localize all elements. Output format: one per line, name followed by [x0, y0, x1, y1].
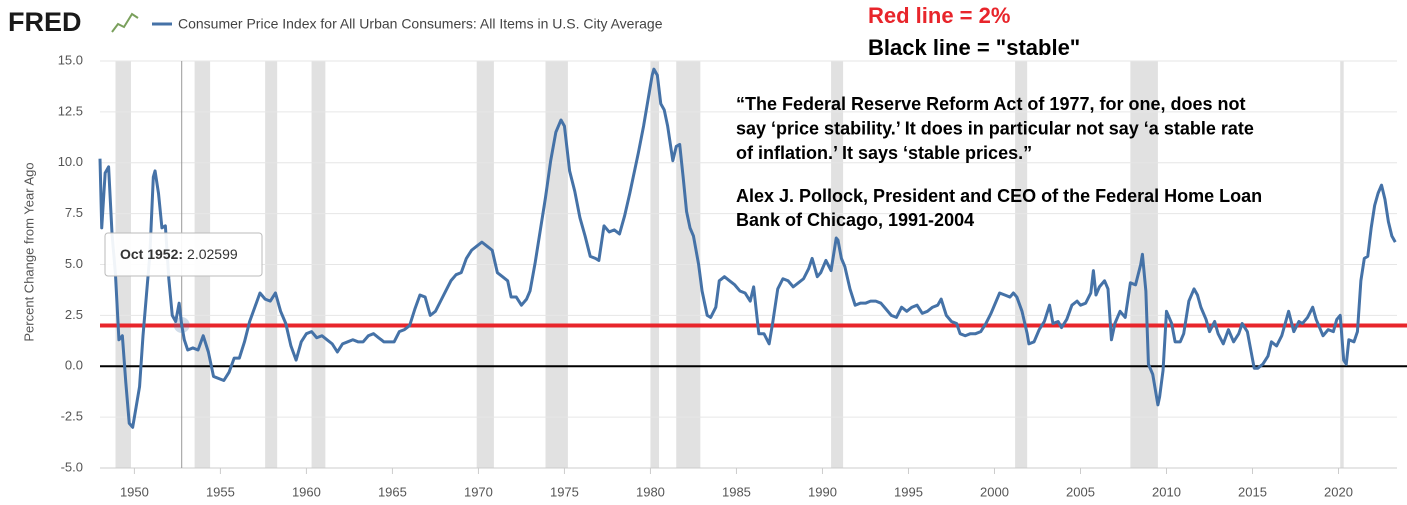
attribution-line: Alex J. Pollock, President and CEO of th… [736, 186, 1262, 206]
x-tick-label: 2005 [1066, 484, 1095, 499]
tooltip-value: 2.02599 [187, 246, 238, 262]
y-axis-label: Percent Change from Year Ago [21, 162, 36, 341]
x-tick-label: 1975 [550, 484, 579, 499]
y-tick-label: -2.5 [61, 409, 83, 424]
x-tick-label: 1960 [292, 484, 321, 499]
x-tick-label: 1955 [206, 484, 235, 499]
x-tick-label: 2010 [1152, 484, 1181, 499]
y-tick-label: 12.5 [58, 103, 83, 118]
tooltip-label: Oct 1952: [120, 246, 183, 262]
logo: FRED [8, 7, 82, 37]
x-tick-label: 1980 [636, 484, 665, 499]
series-line [98, 67, 1397, 429]
y-tick-label: 2.5 [65, 307, 83, 322]
tooltip-text: Oct 1952: 2.02599 [120, 246, 238, 262]
x-tick-label: 2020 [1324, 484, 1353, 499]
x-tick-label: 1970 [464, 484, 493, 499]
y-tick-label: 10.0 [58, 154, 83, 169]
x-tick-label: 2015 [1238, 484, 1267, 499]
x-tick-label: 2000 [980, 484, 1009, 499]
quote-line: of inflation.’ It says ‘stable prices.” [736, 143, 1032, 163]
legend-label: Consumer Price Index for All Urban Consu… [178, 16, 663, 32]
x-tick-label: 1985 [722, 484, 751, 499]
note: Black line = "stable" [868, 35, 1080, 60]
note: Red line = 2% [868, 3, 1010, 28]
y-tick-label: 15.0 [58, 52, 83, 67]
attribution-line: Bank of Chicago, 1991-2004 [736, 210, 974, 230]
quote-line: “The Federal Reserve Reform Act of 1977,… [736, 94, 1245, 114]
hover-point [173, 317, 190, 334]
x-tick-label: 1950 [120, 484, 149, 499]
quote-line: say ‘price stability.’ It does in partic… [736, 118, 1254, 138]
x-tick-label: 1965 [378, 484, 407, 499]
tooltip-box [104, 232, 263, 277]
x-tick-label: 1995 [894, 484, 923, 499]
logo-icon [111, 12, 139, 33]
x-tick-label: 1990 [808, 484, 837, 499]
y-tick-label: 0.0 [65, 358, 83, 373]
y-tick-label: 5.0 [65, 256, 83, 271]
y-tick-label: -5.0 [61, 459, 83, 474]
y-tick-label: 7.5 [65, 205, 83, 220]
